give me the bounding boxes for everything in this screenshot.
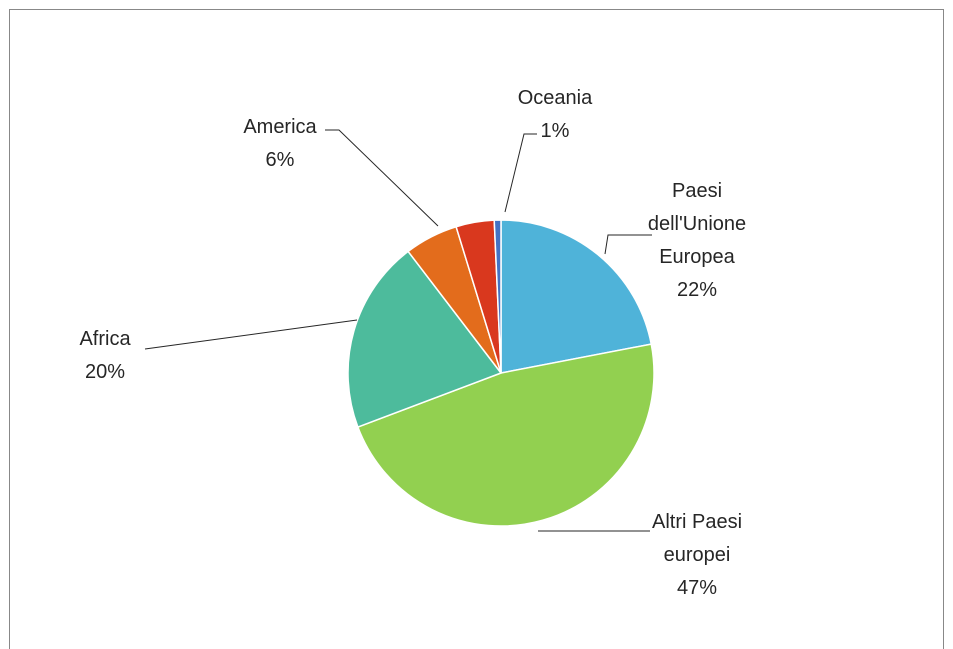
slice-name-line: Oceania: [518, 87, 593, 109]
leader-line-5: [504, 133, 537, 213]
slice-name-line: europei: [664, 544, 731, 566]
pie-slice-0: [500, 219, 653, 374]
slice-label-5: Oceania 1%: [518, 87, 593, 142]
slice-percent-label: 20%: [85, 361, 125, 383]
leader-line-0: [604, 234, 652, 255]
slice-name-line: Europea: [659, 246, 735, 268]
slice-percent-label: 47%: [677, 577, 717, 599]
pie-slice-1: [356, 343, 655, 527]
leader-line-2: [144, 319, 358, 350]
slice-name-line: Paesi: [672, 180, 722, 202]
slice-percent-label: 1%: [541, 120, 570, 142]
labels-layer: Paesi dell'Unione Europea 22% Altri Paesi eur…: [79, 87, 746, 599]
slice-label-2: Africa 20%: [79, 328, 131, 383]
slice-percent-label: 22%: [677, 279, 717, 301]
slices-layer: [347, 219, 655, 527]
pie-slice-5: [493, 219, 502, 374]
slice-label-3: America 6%: [243, 116, 317, 171]
slice-label-1: Altri Paesi europei 47%: [652, 511, 742, 599]
slice-name-line: dell'Unione: [648, 213, 746, 235]
slice-name-line: Africa: [79, 328, 131, 350]
slice-label-0: Paesi dell'Unione Europea 22%: [648, 180, 746, 301]
leader-line-3: [325, 129, 439, 227]
slice-percent-label: 6%: [266, 149, 295, 171]
slice-name-line: Altri Paesi: [652, 511, 742, 533]
leaders-layer: [144, 129, 652, 532]
slice-name-line: America: [243, 116, 317, 138]
pie-slice-2: [347, 250, 503, 429]
